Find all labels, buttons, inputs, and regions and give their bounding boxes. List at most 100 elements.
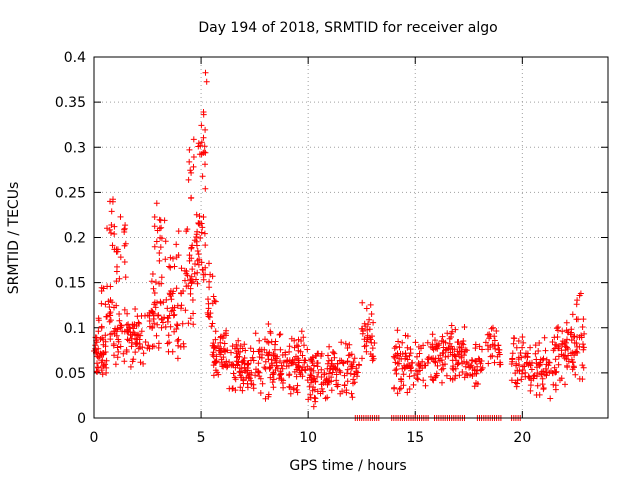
data-point [349,394,356,401]
data-point [568,326,575,333]
data-point [390,353,397,360]
data-points [91,69,588,421]
y-tick-label: 0.05 [55,366,86,382]
data-point [545,362,552,369]
data-point [242,347,249,354]
data-point [572,371,579,378]
data-point [209,351,216,358]
data-point [415,376,421,383]
data-point [348,390,355,397]
data-point [95,328,102,335]
data-point [97,336,104,343]
data-point [478,358,485,364]
data-point [151,223,158,230]
data-point [568,337,575,344]
data-point [359,355,365,362]
data-point [458,344,465,351]
data-point [194,248,201,254]
data-point [117,343,124,350]
tick-labels: 0 0.05 0.1 0.15 0.2 0.25 0.3 0.35 0.4 0 5 10 15 20 [55,50,531,446]
data-point [359,299,366,306]
data-point [336,357,343,364]
data-point [178,290,185,297]
data-point [433,370,440,377]
data-point [326,365,333,372]
data-point [469,373,476,379]
data-point [555,345,562,352]
data-point [130,356,137,363]
data-point [331,354,338,361]
data-point [442,353,449,360]
data-point [174,338,181,344]
data-point [277,358,283,364]
data-point [224,347,231,354]
data-point [489,341,496,348]
data-point [527,387,534,394]
data-point [244,384,251,391]
data-point [497,361,504,368]
data-point [538,371,545,378]
data-point [200,134,207,141]
data-point [293,342,300,349]
data-point [562,381,568,388]
data-point [188,279,195,286]
data-point [213,358,220,364]
data-point [154,321,161,328]
chart-title: Day 194 of 2018, SRMTID for receiver alg… [198,20,497,36]
data-point [278,370,285,377]
data-point [326,377,333,384]
data-point [306,365,313,372]
data-point [459,340,466,347]
data-point [199,224,206,231]
data-point [268,356,275,363]
data-point [293,373,300,380]
data-point [578,332,585,339]
y-tick-label: 0.15 [55,276,86,292]
data-point [167,323,174,330]
data-point [162,238,169,245]
data-point [395,338,402,345]
data-point [286,343,293,350]
data-point [196,256,203,263]
data-point [370,319,377,326]
data-point [265,393,272,400]
data-point [370,355,377,362]
data-point [325,357,332,364]
data-point [432,374,438,381]
data-point [368,311,375,317]
data-point [158,280,165,287]
data-point [153,332,160,339]
data-point [346,341,353,348]
data-point [425,354,432,361]
data-point [311,394,318,401]
data-point [338,339,345,346]
data-point [478,366,485,373]
data-point [112,361,119,368]
data-point [270,384,277,391]
data-point [286,372,293,379]
data-point [211,344,218,351]
data-point [195,261,202,268]
data-point [202,161,208,168]
data-point [98,324,105,331]
data-point [363,348,370,355]
data-point [164,340,171,347]
data-point [120,350,127,357]
data-point [235,358,242,365]
data-point [177,343,184,350]
data-point [536,362,543,369]
data-point [447,349,454,356]
data-point [224,363,231,370]
data-point [175,336,182,343]
data-point [150,285,157,292]
data-point [193,234,200,240]
data-point [98,300,105,307]
data-point [191,237,198,244]
data-point [422,382,429,389]
data-point [573,340,580,347]
x-tick-label: 0 [90,430,99,446]
data-point [328,374,335,381]
y-tick-label: 0.35 [55,95,86,111]
data-point [290,386,297,393]
